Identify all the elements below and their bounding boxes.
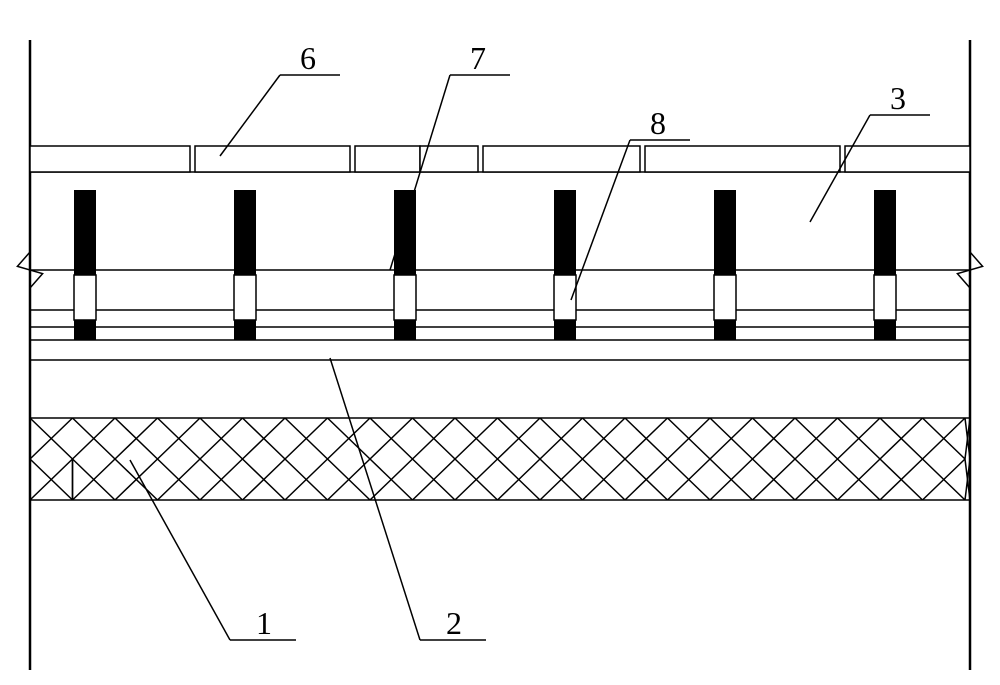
label-8: 8	[650, 105, 666, 141]
top-slab-3	[420, 146, 478, 172]
column-4-bot	[714, 320, 736, 340]
column-2-mid	[394, 275, 416, 320]
label-6: 6	[300, 40, 316, 76]
column-5-bot	[874, 320, 896, 340]
column-0-top	[74, 190, 96, 275]
column-1-mid	[234, 275, 256, 320]
top-slab-row	[30, 146, 970, 172]
diagram-stage: 1 2 3 6 7 8	[0, 0, 1000, 685]
top-slab-1	[195, 146, 350, 172]
hatched-band	[30, 418, 970, 500]
label-3: 3	[890, 80, 906, 116]
leader-2-diag	[330, 358, 420, 640]
label-1: 1	[256, 605, 272, 641]
leader-1-diag	[130, 460, 230, 640]
column-2-top	[394, 190, 416, 275]
top-slab-2	[355, 146, 420, 172]
top-slab-6	[845, 146, 970, 172]
column-3-top	[554, 190, 576, 275]
column-0-bot	[74, 320, 96, 340]
columns-group	[74, 190, 896, 340]
column-4-mid	[714, 275, 736, 320]
label-7: 7	[470, 40, 486, 76]
column-5-top	[874, 190, 896, 275]
column-0-mid	[74, 275, 96, 320]
top-slab-5	[645, 146, 840, 172]
top-slab-4	[483, 146, 640, 172]
column-1-top	[234, 190, 256, 275]
top-slab-0	[30, 146, 190, 172]
column-5-mid	[874, 275, 896, 320]
column-3-bot	[554, 320, 576, 340]
label-2: 2	[446, 605, 462, 641]
column-4-top	[714, 190, 736, 275]
leader-6-diag	[220, 75, 280, 156]
column-2-bot	[394, 320, 416, 340]
column-1-bot	[234, 320, 256, 340]
